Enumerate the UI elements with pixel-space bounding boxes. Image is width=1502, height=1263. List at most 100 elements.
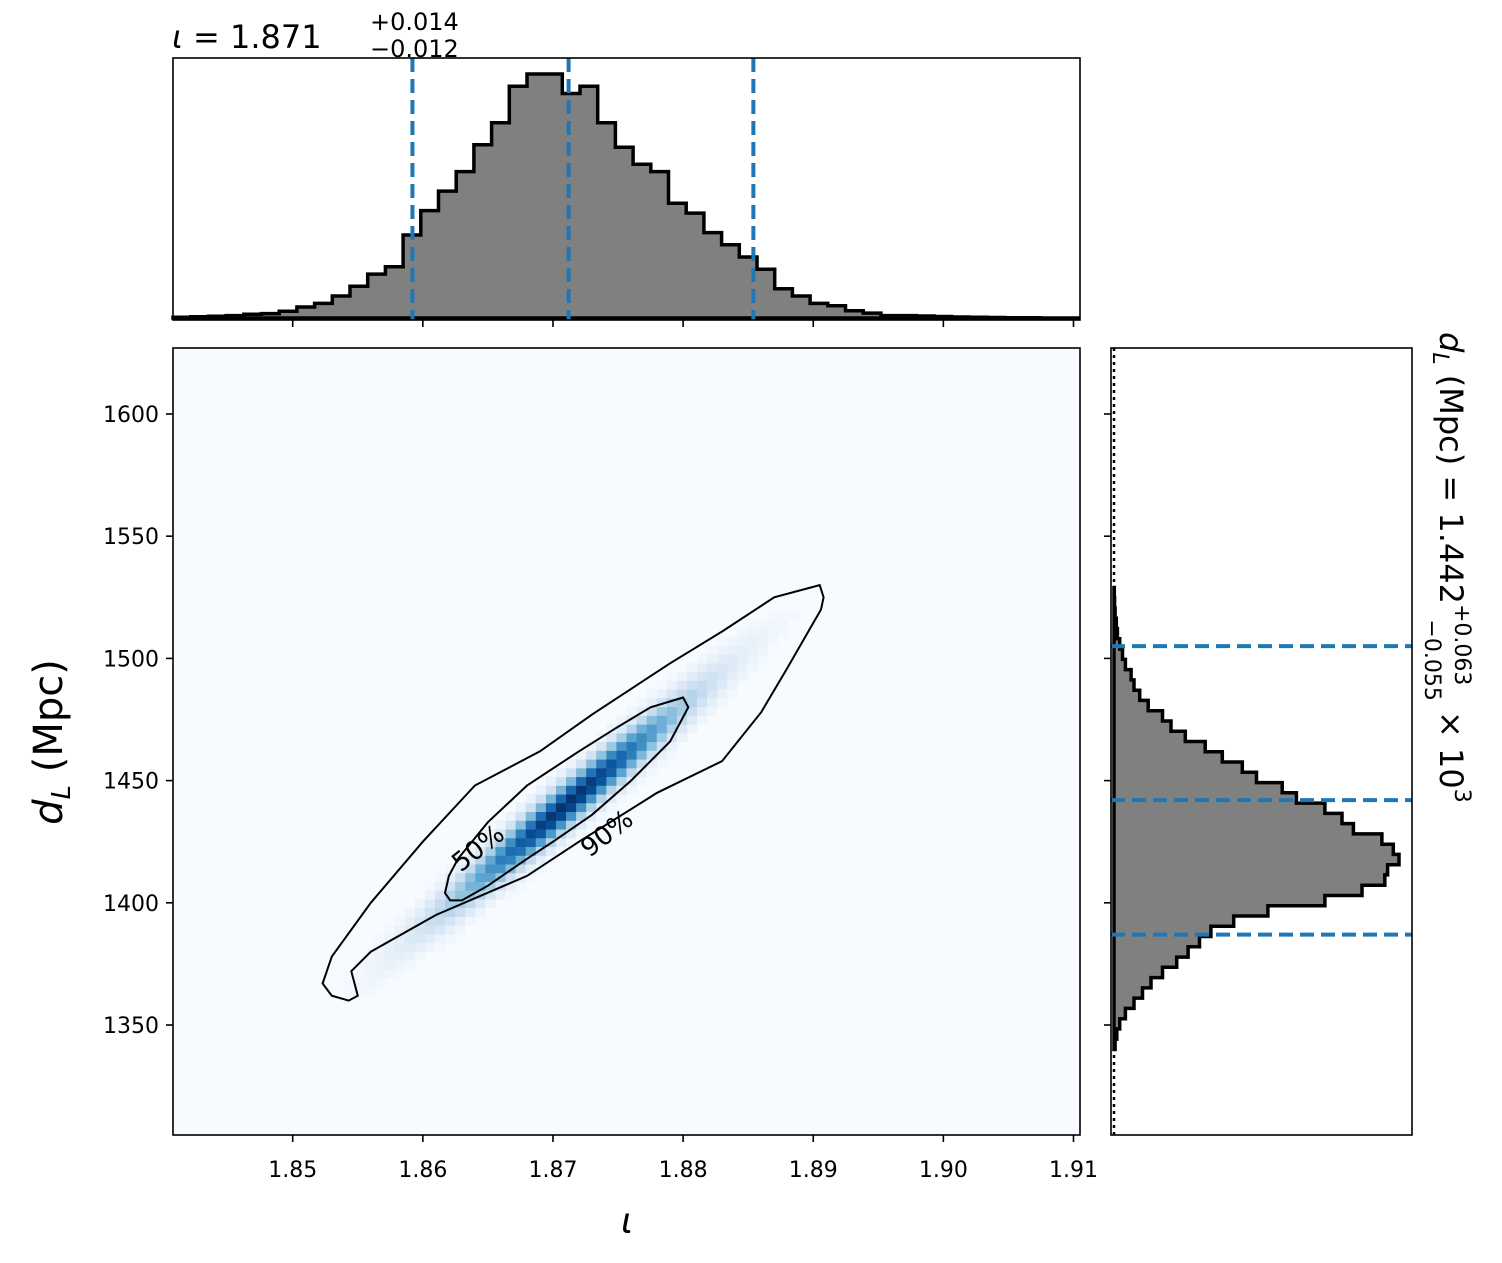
- heatmap-cell: [767, 627, 779, 638]
- heatmap-cell: [475, 863, 487, 874]
- heatmap-cell: [495, 846, 507, 856]
- heatmap-cell: [707, 654, 718, 664]
- heatmap-cell: [515, 820, 527, 830]
- heatmap-cell: [676, 706, 688, 716]
- iota-title-median: 1.871: [230, 18, 322, 56]
- heatmap-cell: [404, 960, 416, 970]
- heatmap-cell: [676, 680, 688, 690]
- heatmap-cell: [435, 872, 446, 883]
- heatmap-cell: [676, 671, 688, 681]
- heatmap-cell: [394, 951, 406, 961]
- heatmap-cell: [606, 776, 618, 786]
- heatmap-cell: [535, 846, 547, 856]
- dl-title-minus: −0.055: [1419, 619, 1444, 700]
- heatmap-cell: [757, 654, 769, 664]
- heatmap-cell: [364, 968, 376, 979]
- heatmap-cell: [686, 697, 698, 708]
- marginal-dl-panel: [1104, 347, 1413, 1136]
- y-tick-label: 1450: [103, 770, 159, 795]
- heatmap-cell: [586, 776, 597, 786]
- heatmap-cell: [414, 925, 426, 935]
- heatmap-cell: [414, 898, 426, 909]
- heatmap-cell: [606, 750, 618, 760]
- heatmap-cell: [364, 951, 376, 961]
- heatmap-cell: [435, 933, 446, 944]
- heatmap-cell: [515, 881, 527, 891]
- heatmap-cell: [424, 881, 436, 891]
- y-axis-label-main: d: [26, 799, 72, 825]
- dl-title-scale: × 10: [1432, 711, 1470, 789]
- heatmap-cell: [545, 828, 557, 839]
- heatmap-cell: [666, 741, 678, 751]
- heatmap-cell: [374, 933, 386, 944]
- heatmap-cell: [586, 758, 597, 769]
- heatmap-cell: [697, 715, 708, 725]
- heatmap-cell: [445, 863, 456, 874]
- heatmap-cell: [576, 811, 587, 821]
- heatmap-cell: [666, 706, 678, 716]
- heatmap-cell: [656, 750, 668, 760]
- heatmap-cell: [435, 881, 446, 891]
- heatmap-cell: [455, 916, 466, 926]
- heatmap-cell: [707, 671, 718, 681]
- heatmap-cell: [576, 820, 587, 830]
- heatmap-cell: [727, 654, 738, 664]
- heatmap-cell: [656, 697, 668, 708]
- heatmap-cell: [767, 610, 779, 620]
- heatmap-cell: [525, 863, 537, 874]
- heatmap-cell: [555, 776, 567, 786]
- heatmap-cell: [374, 977, 386, 987]
- heatmap-cell: [747, 645, 759, 655]
- heatmap-cell: [576, 767, 587, 778]
- heatmap-cell: [404, 907, 416, 917]
- heatmap-cell: [646, 689, 658, 699]
- heatmap-cell: [344, 986, 355, 996]
- heatmap-cell: [727, 671, 738, 681]
- dl-histogram-outline: [1112, 585, 1401, 1052]
- heatmap-cell: [727, 689, 738, 699]
- heatmap-cell: [606, 785, 618, 795]
- heatmap-cell: [475, 872, 487, 883]
- heatmap-cell: [727, 680, 738, 690]
- heatmap-cell: [707, 662, 718, 673]
- heatmap-cell: [475, 907, 487, 917]
- heatmap-cell: [576, 750, 587, 760]
- heatmap-cell: [535, 837, 547, 848]
- heatmap-cell: [606, 732, 618, 743]
- heatmap-cell: [717, 645, 728, 655]
- heatmap-cell: [414, 916, 426, 926]
- heatmap-cell: [606, 767, 618, 778]
- heatmap-cell: [505, 828, 517, 839]
- heatmap-cell: [636, 715, 648, 725]
- heatmap-cell: [384, 968, 396, 979]
- heatmap-cell: [646, 767, 658, 778]
- heatmap-cell: [465, 872, 476, 883]
- heatmap-cell: [626, 750, 638, 760]
- iota-histogram-fill: [173, 74, 1080, 318]
- heatmap-cell: [566, 802, 577, 813]
- heatmap-cell: [535, 855, 547, 865]
- heatmap-cell: [525, 811, 537, 821]
- svg-text:dL (Mpc): dL (Mpc): [26, 659, 77, 825]
- heatmap-cell: [757, 645, 769, 655]
- heatmap-cell: [707, 706, 718, 716]
- heatmap-cell: [555, 767, 567, 778]
- heatmap-cell: [545, 776, 557, 786]
- iota-title-plus: +0.014: [370, 8, 459, 36]
- heatmap-cell: [424, 907, 436, 917]
- heatmap-cell: [455, 890, 466, 900]
- heatmap-cell: [505, 820, 517, 830]
- heatmap-cell: [414, 942, 426, 952]
- heatmap-cell: [646, 706, 658, 716]
- heatmap-cell: [495, 855, 507, 865]
- heatmap-cell: [606, 741, 618, 751]
- heatmap-cell: [566, 811, 577, 821]
- heatmap-cell: [435, 898, 446, 909]
- heatmap-cell: [566, 776, 577, 786]
- heatmap-cell: [606, 802, 618, 813]
- heatmap-cell: [485, 863, 497, 874]
- heatmap-cell: [535, 793, 547, 804]
- heatmap-cell: [525, 837, 537, 848]
- heatmap-cell: [354, 968, 366, 979]
- heatmap-cell: [767, 619, 779, 629]
